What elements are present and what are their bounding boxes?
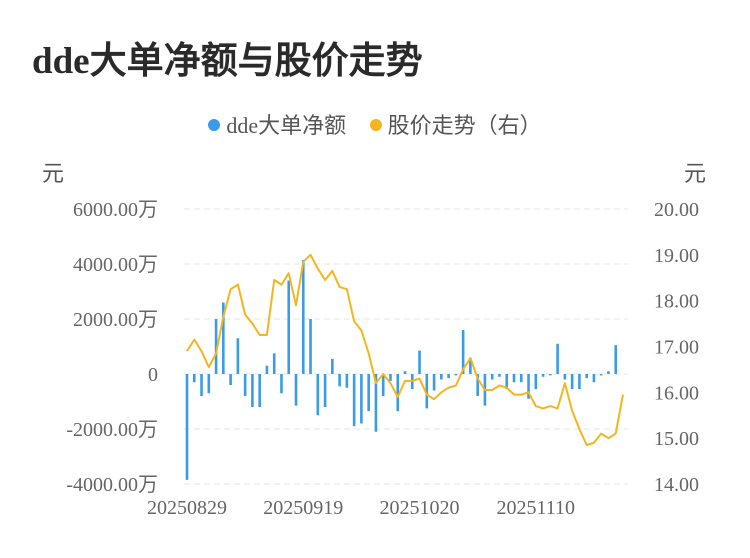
bar xyxy=(607,371,610,374)
bar xyxy=(476,374,479,396)
bar xyxy=(280,374,283,394)
bar xyxy=(185,374,189,480)
bar xyxy=(490,374,494,380)
left-tick-label: 0 xyxy=(148,364,158,386)
bar xyxy=(345,374,349,388)
bar xyxy=(323,374,327,407)
right-tick-label: 19.00 xyxy=(654,245,699,267)
right-tick-label: 18.00 xyxy=(654,291,699,313)
right-tick-label: 16.00 xyxy=(654,382,699,404)
bar xyxy=(461,330,465,374)
bar xyxy=(440,374,443,380)
bar xyxy=(287,280,291,374)
left-tick-label: -4000.00万 xyxy=(66,474,158,496)
bar xyxy=(258,374,261,407)
bar xyxy=(352,374,356,427)
legend-label-price: 股价走势（右） xyxy=(387,113,542,138)
bar xyxy=(207,374,211,394)
left-tick-label: 2000.00万 xyxy=(73,309,158,331)
bar xyxy=(374,374,378,432)
left-tick-label: 6000.00万 xyxy=(73,199,158,221)
left-axis: 6000.00万 4000.00万 2000.00万 0 -2000.00万 -4000.… xyxy=(66,199,158,496)
x-tick-label: 20250919 xyxy=(263,497,343,519)
left-axis-unit: 元 xyxy=(42,161,65,186)
right-axis-unit: 元 xyxy=(684,161,707,186)
legend-item-dde[interactable]: dde大单净额 xyxy=(208,108,346,140)
bar xyxy=(432,374,436,391)
bar xyxy=(200,374,203,396)
bar xyxy=(469,358,472,374)
bar xyxy=(534,374,538,390)
bar xyxy=(418,350,421,374)
bar xyxy=(549,374,552,376)
right-axis: 20.00 19.00 18.00 17.00 16.00 15.00 14.00 xyxy=(654,199,699,496)
price-line xyxy=(186,253,624,446)
x-axis: 20250829 20250919 20251020 20251110 xyxy=(147,497,575,519)
bar xyxy=(541,374,545,377)
bar xyxy=(316,374,320,416)
bar xyxy=(389,374,392,381)
bar xyxy=(563,374,567,380)
right-tick-label: 20.00 xyxy=(654,199,699,221)
bar xyxy=(192,374,196,383)
bar xyxy=(338,374,341,387)
bar xyxy=(214,319,218,374)
bar xyxy=(403,371,407,374)
bar xyxy=(592,374,596,383)
line-series xyxy=(186,253,624,446)
bar xyxy=(498,374,501,377)
legend-label-dde: dde大单净额 xyxy=(226,113,347,138)
legend-dot-price xyxy=(369,119,382,131)
bar xyxy=(396,374,400,412)
bar xyxy=(367,374,370,412)
bar xyxy=(556,343,559,374)
bar xyxy=(599,374,603,376)
bar xyxy=(229,374,232,385)
bar xyxy=(512,374,516,383)
x-tick-label: 20251110 xyxy=(497,497,576,519)
bar xyxy=(294,374,298,406)
bar xyxy=(578,374,581,390)
bar xyxy=(265,365,269,374)
right-tick-label: 15.00 xyxy=(654,428,699,450)
grid-lines xyxy=(184,208,628,485)
left-tick-label: -2000.00万 xyxy=(66,419,158,441)
bar xyxy=(222,302,225,374)
x-tick-label: 20251020 xyxy=(380,497,460,519)
chart-title: dde大单净额与股价走势 xyxy=(32,41,423,82)
right-tick-label: 14.00 xyxy=(654,474,699,496)
bar xyxy=(331,358,334,374)
bar xyxy=(614,345,618,374)
right-tick-label: 17.00 xyxy=(654,337,699,359)
bar xyxy=(381,374,385,396)
bar xyxy=(454,374,458,376)
bar xyxy=(425,374,429,409)
bar xyxy=(301,259,305,374)
bar xyxy=(309,319,312,374)
bar xyxy=(251,374,254,407)
legend-item-price[interactable]: 股价走势（右） xyxy=(369,108,542,140)
x-tick-label: 20250829 xyxy=(147,497,227,519)
bar xyxy=(519,374,523,383)
bar xyxy=(447,374,450,379)
bar xyxy=(243,374,247,396)
legend-dot-dde xyxy=(208,119,221,131)
left-tick-label: 4000.00万 xyxy=(73,254,158,276)
bar xyxy=(236,338,240,374)
bar xyxy=(360,374,363,424)
bar xyxy=(585,374,588,379)
bar xyxy=(505,374,509,390)
bar xyxy=(272,353,276,374)
bar-series xyxy=(185,259,618,480)
legend: dde大单净额 股价走势（右） xyxy=(0,108,750,140)
bar xyxy=(570,374,574,390)
bar xyxy=(527,374,530,399)
